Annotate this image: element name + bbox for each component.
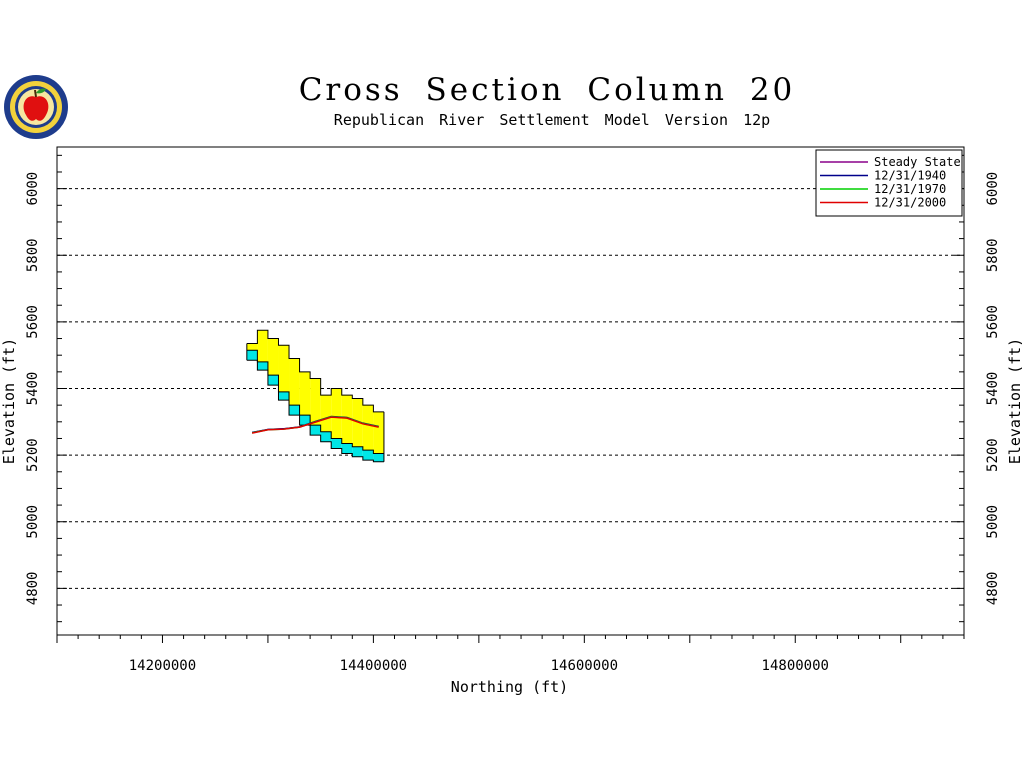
layer2-cell — [320, 431, 332, 442]
y-tick-label-left: 5200 — [25, 438, 41, 472]
apple-seal-icon — [4, 75, 68, 139]
layer2-cell — [289, 405, 300, 416]
plot-frame — [56, 146, 965, 636]
layer2-cell — [267, 375, 279, 386]
layer1-cell — [320, 395, 332, 432]
layer2-cell — [331, 438, 342, 449]
layer2-bottom-outline — [246, 359, 384, 463]
layer2-cell — [341, 443, 353, 454]
legend-label: 12/31/2000 — [874, 196, 946, 210]
layer1-cell — [267, 338, 279, 376]
layer1-cell — [362, 405, 374, 451]
y-tick-label-left: 4800 — [25, 572, 41, 606]
layer1-cell — [331, 388, 342, 439]
x-tick-label: 14200000 — [129, 658, 196, 674]
layer2-cell — [299, 415, 311, 426]
layer1-cell — [341, 395, 353, 444]
y-tick-label-left: 5800 — [25, 238, 41, 272]
y-tick-label-right: 5800 — [985, 238, 1001, 272]
chart-subtitle: Republican River Settlement Model Versio… — [333, 111, 771, 129]
y-tick-label-left: 5600 — [25, 305, 41, 339]
series-line-4 — [251, 416, 379, 434]
y-tick-label-right: 6000 — [985, 172, 1001, 206]
y-tick-label-right: 5000 — [985, 505, 1001, 539]
layer1-cell — [278, 345, 290, 392]
x-axis-label: Northing (ft) — [451, 678, 568, 696]
y-tick-label-left: 5400 — [25, 372, 41, 406]
chart-title: Cross Section Column 20 — [298, 72, 796, 108]
legend-label: 12/31/1940 — [874, 169, 946, 183]
x-tick-label: 14400000 — [340, 658, 407, 674]
layer1-cell — [310, 378, 321, 426]
layer-boundary-outline — [246, 349, 384, 454]
layer1-cell — [257, 330, 268, 362]
layer2-cell — [373, 453, 384, 462]
layer1-cell — [373, 411, 384, 454]
state-seal-logo — [2, 73, 70, 141]
layer1-cell — [246, 343, 258, 351]
x-tick-label: 14800000 — [762, 658, 829, 674]
layer2-cell — [246, 350, 258, 361]
layer1-cell — [299, 371, 311, 416]
layer1-top-outline — [246, 329, 384, 413]
layer2-cell — [278, 391, 290, 401]
layer2-cell — [257, 361, 268, 371]
legend-box — [815, 149, 963, 217]
layer2-cell — [362, 450, 374, 461]
y-tick-label-right: 5600 — [985, 305, 1001, 339]
legend-label: Steady State — [874, 155, 961, 169]
x-tick-label: 14600000 — [551, 658, 618, 674]
y-tick-label-right: 5200 — [985, 438, 1001, 472]
y-tick-label-right: 4800 — [985, 572, 1001, 606]
legend-label: 12/31/1970 — [874, 182, 946, 196]
y-tick-label-left: 6000 — [25, 172, 41, 206]
layer2-cell — [310, 425, 321, 436]
layer2-cell — [352, 446, 363, 457]
layer1-cell — [289, 358, 300, 406]
y-axis-label-left: Elevation (ft) — [0, 338, 18, 464]
y-axis-label-right: Elevation (ft) — [1006, 338, 1024, 464]
y-tick-label-right: 5400 — [985, 372, 1001, 406]
y-tick-label-left: 5000 — [25, 505, 41, 539]
